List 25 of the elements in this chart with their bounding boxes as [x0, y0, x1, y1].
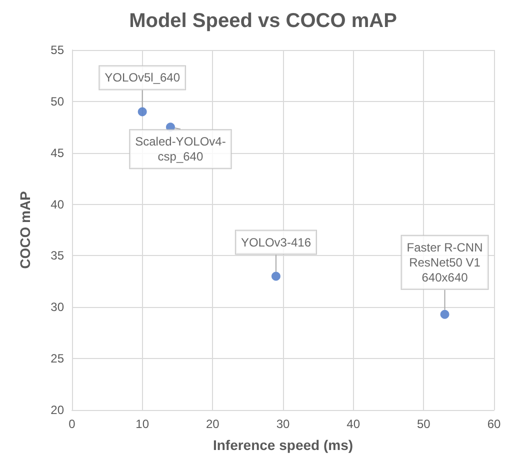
y-tick-label: 35 [50, 248, 64, 263]
point [138, 107, 147, 116]
x-tick-label: 20 [206, 417, 220, 431]
y-tick-label: 30 [50, 300, 64, 314]
y-tick-label: 50 [50, 94, 64, 108]
annotation: Scaled-YOLOv4- csp_640 [135, 134, 226, 164]
y-tick-label: 45 [50, 146, 64, 160]
annotation: YOLOv3-416 [240, 235, 312, 250]
y-tick-label: 25 [50, 352, 64, 366]
x-tick-label: 30 [276, 417, 290, 431]
x-tick-label: 50 [416, 417, 431, 431]
y-tick-label: 55 [50, 43, 64, 57]
x-tick-label: 60 [487, 417, 501, 431]
x-tick-label: 40 [346, 417, 360, 431]
y-axis-title: COCO mAP [17, 191, 33, 269]
annotation: YOLOv5l_640 [104, 70, 180, 85]
point [440, 310, 450, 319]
x-tick-label: 0 [68, 417, 76, 431]
y-tick-label: 40 [50, 197, 64, 212]
y-tick-label: 20 [50, 403, 64, 417]
point [271, 272, 280, 281]
chart-title: Model Speed vs COCO mAP [129, 10, 397, 32]
annotation: Faster R-CNN ResNet50 V1 640x640 [406, 240, 483, 284]
x-tick-label: 10 [136, 417, 150, 431]
x-axis-title: Inference speed (ms) [212, 437, 354, 453]
